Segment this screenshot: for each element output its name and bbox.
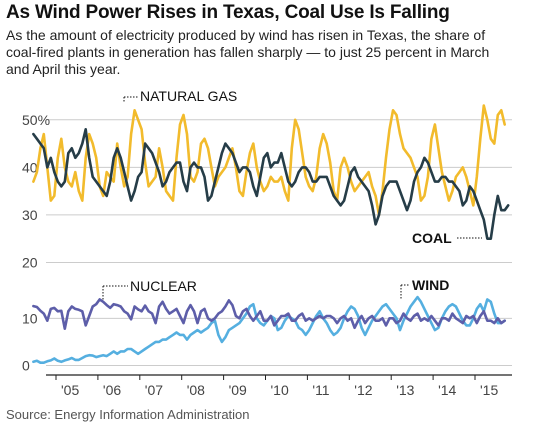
- nuclear-label: NUCLEAR: [130, 278, 197, 294]
- x-tick-label: '12: [354, 382, 372, 398]
- wind-label: WIND: [412, 277, 449, 293]
- x-tick-label: '05: [61, 382, 79, 398]
- x-tick-label: '11: [312, 382, 329, 398]
- chart-title: As Wind Power Rises in Texas, Coal Use I…: [6, 2, 450, 23]
- y-tick-label: 30: [22, 207, 38, 223]
- coal-label: COAL: [412, 230, 452, 246]
- source-note: Source: Energy Information Administratio…: [6, 407, 250, 422]
- x-tick-label: '09: [229, 382, 247, 398]
- nuclear-line: [32, 298, 507, 331]
- x-tick-label: '15: [480, 382, 498, 398]
- y-tick-label: 20: [22, 254, 38, 270]
- chart-subtitle: As the amount of electricity produced by…: [6, 27, 490, 77]
- natural-gas-line: [32, 104, 507, 217]
- x-tick-label: '06: [103, 382, 121, 398]
- x-tick-label: '08: [187, 382, 205, 398]
- y-tick-label: 50%: [22, 112, 50, 128]
- x-tick-label: '13: [396, 382, 414, 398]
- coal-line: [32, 128, 510, 240]
- x-tick-label: '07: [145, 382, 163, 398]
- wind-line: [32, 295, 507, 365]
- y-tick-label: 0: [22, 358, 30, 374]
- y-tick-label: 40: [22, 159, 38, 175]
- x-tick-label: '14: [438, 382, 456, 398]
- x-tick-label: '10: [271, 382, 289, 398]
- y-tick-label: 10: [22, 310, 38, 326]
- natural-gas-label: NATURAL GAS: [140, 88, 237, 104]
